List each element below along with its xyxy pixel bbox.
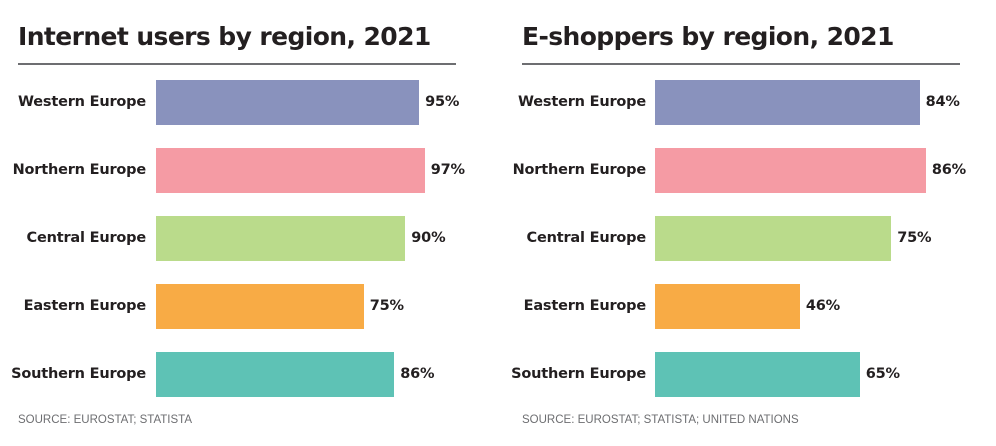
title-divider bbox=[522, 63, 960, 65]
chart-title: Internet users by region, 2021 bbox=[18, 22, 431, 51]
e-shoppers-chart: E-shoppers by region, 2021 SOURCE: EUROS… bbox=[500, 0, 996, 446]
bar bbox=[156, 148, 425, 193]
source-note: SOURCE: EUROSTAT; STATISTA bbox=[18, 414, 193, 426]
bar bbox=[655, 284, 800, 329]
value-label: 90% bbox=[411, 230, 446, 246]
value-label: 65% bbox=[865, 366, 900, 382]
bar bbox=[156, 216, 406, 261]
category-label: Central Europe bbox=[26, 230, 147, 246]
category-label: Southern Europe bbox=[11, 366, 146, 382]
bar bbox=[156, 352, 395, 397]
category-label: Eastern Europe bbox=[23, 298, 147, 314]
category-label: Eastern Europe bbox=[523, 298, 647, 314]
category-label: Southern Europe bbox=[511, 366, 646, 382]
bar bbox=[655, 352, 860, 397]
bar bbox=[655, 148, 926, 193]
value-label: 75% bbox=[369, 298, 404, 314]
bar bbox=[655, 216, 892, 261]
category-label: Northern Europe bbox=[12, 162, 147, 178]
category-label: Central Europe bbox=[526, 230, 647, 246]
value-label: 86% bbox=[400, 366, 435, 382]
title-divider bbox=[18, 63, 456, 65]
value-label: 75% bbox=[897, 230, 932, 246]
value-label: 86% bbox=[931, 162, 966, 178]
source-note: SOURCE: EUROSTAT; STATISTA; UNITED NATIO… bbox=[522, 414, 799, 426]
chart-title: E-shoppers by region, 2021 bbox=[522, 22, 894, 51]
value-label: 46% bbox=[805, 298, 840, 314]
bar bbox=[156, 80, 420, 125]
value-label: 95% bbox=[425, 94, 460, 110]
internet-users-chart: Internet users by region, 2021 SOURCE: E… bbox=[0, 0, 490, 446]
value-label: 84% bbox=[925, 94, 960, 110]
bar bbox=[655, 80, 920, 125]
category-label: Western Europe bbox=[518, 94, 646, 110]
category-label: Western Europe bbox=[18, 94, 146, 110]
value-label: 97% bbox=[430, 162, 465, 178]
category-label: Northern Europe bbox=[512, 162, 647, 178]
bar bbox=[156, 284, 364, 329]
